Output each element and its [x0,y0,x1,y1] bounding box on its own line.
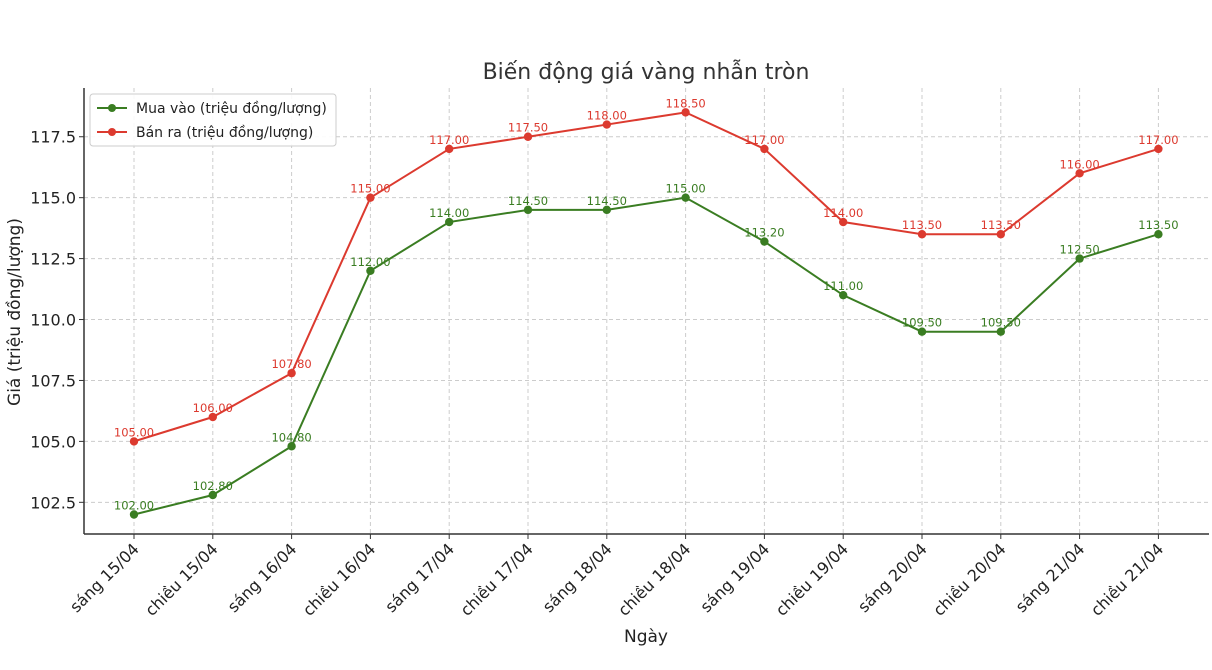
data-point [208,412,217,422]
data-point [523,205,533,215]
grid [84,88,1209,534]
data-point [287,442,296,451]
y-tick-label: 115.0 [30,189,76,208]
series-line-1 [133,111,1159,443]
x-tick-label: sáng 18/04 [539,539,616,616]
data-point [681,193,690,202]
data-point [129,437,139,446]
x-tick-label: chiều 18/04 [614,539,694,619]
data-point [839,290,848,300]
data-label: 107.80 [271,357,311,371]
data-point [1154,230,1163,239]
data-label: 113.50 [981,218,1021,232]
data-label: 106.00 [193,401,233,415]
data-point [839,217,848,227]
x-tick-label: sáng 19/04 [696,539,773,616]
data-label: 111.00 [823,279,863,293]
data-label: 113.20 [744,226,784,240]
legend-marker-ban [108,128,116,136]
x-tick-label: sáng 17/04 [381,539,458,616]
data-label: 109.50 [981,316,1021,330]
data-point [760,144,769,154]
y-tick-label: 110.0 [30,311,76,330]
series-line-0 [133,196,1159,516]
x-tick-label: sáng 21/04 [1012,539,1089,616]
data-label: 114.50 [508,194,548,208]
data-point [602,120,611,129]
y-tick-label: 117.5 [30,128,76,147]
y-tick-label: 102.5 [30,493,76,512]
data-point [208,490,217,500]
data-label: 109.50 [902,316,942,330]
data-label: 102.00 [114,499,154,513]
data-point [445,217,454,227]
y-tick-label: 112.5 [30,250,76,269]
x-tick-label: sáng 16/04 [224,539,301,616]
data-point [1154,144,1163,154]
data-label: 112.50 [1059,243,1099,257]
data-label: 117.50 [508,121,548,135]
x-tick-label: sáng 15/04 [66,539,143,616]
data-point [129,510,139,519]
data-label: 114.50 [587,194,627,208]
x-tick-label: chiều 17/04 [457,539,537,619]
data-point [445,144,454,154]
data-point [287,368,296,378]
data-point [366,193,375,202]
data-label: 114.00 [429,206,469,220]
data-label: 102.80 [193,479,233,493]
data-label: 117.00 [1138,133,1178,147]
x-tick-label: chiều 21/04 [1087,539,1167,619]
data-point [760,237,769,246]
data-point [681,108,690,117]
data-point [523,132,533,141]
data-label: 116.00 [1059,157,1099,171]
data-label: 117.00 [429,133,469,147]
x-tick-label: sáng 20/04 [854,539,931,616]
data-point [366,266,375,275]
legend: Mua vào (triệu đồng/lượng) Bán ra (triệu… [89,93,337,147]
data-point [602,205,611,215]
data-label: 113.50 [902,218,942,232]
data-point [1075,254,1084,263]
data-label: 112.00 [350,255,390,269]
chart-title: Biến động giá vàng nhẫn tròn [483,59,810,85]
y-axis-label: Giá (triệu đồng/lượng) [4,218,25,406]
legend-label-ban: Bán ra (triệu đồng/lượng) [136,124,313,141]
data-point [1075,169,1084,178]
data-label: 105.00 [114,425,154,439]
x-tick-label: chiều 19/04 [772,539,852,619]
data-label: 113.50 [1138,218,1178,232]
data-label: 115.00 [665,182,705,196]
data-label: 104.80 [271,430,311,444]
x-tick-label: chiều 15/04 [141,539,221,619]
axes [83,88,1209,535]
data-label: 118.50 [665,96,705,110]
data-label: 117.00 [744,133,784,147]
data-label: 118.00 [587,109,627,123]
data-point [917,327,927,336]
data-point [917,230,927,239]
y-ticks: 102.5 105.0 107.5 110.0 112.5 115.0 117.5 [30,128,84,512]
legend-label-mua: Mua vào (triệu đồng/lượng) [136,100,327,117]
y-tick-label: 107.5 [30,371,76,390]
data-point [996,327,1005,336]
data-label: 114.00 [823,206,863,220]
series: 102.00 102.80 104.80 112.00 114.00 114.50 114.… [114,96,1179,519]
x-tick-label: chiều 20/04 [929,539,1009,619]
y-tick-label: 105.0 [30,432,76,451]
x-tick-label: chiều 16/04 [299,539,379,619]
data-point [996,230,1005,239]
data-label: 115.00 [350,182,390,196]
x-axis-label: Ngày [624,627,668,647]
legend-marker-mua [108,104,116,112]
legend-box [89,93,337,147]
